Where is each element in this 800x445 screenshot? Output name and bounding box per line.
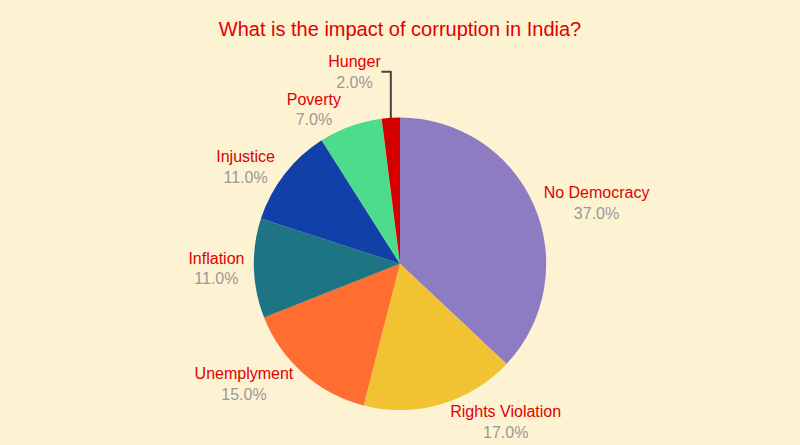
svg-text:Rights Violation17.0%: Rights Violation17.0% (450, 403, 561, 441)
svg-text:What is the impact of corrupti: What is the impact of corruption in Indi… (219, 18, 581, 40)
svg-text:Hunger2.0%: Hunger2.0% (328, 53, 381, 91)
svg-text:Poverty7.0%: Poverty7.0% (287, 91, 341, 129)
svg-text:Unemplyment15.0%: Unemplyment15.0% (195, 365, 294, 403)
svg-text:Injustice11.0%: Injustice11.0% (216, 148, 275, 186)
svg-text:Inflation11.0%: Inflation11.0% (188, 250, 244, 288)
svg-text:No Democracy37.0%: No Democracy37.0% (544, 184, 650, 222)
